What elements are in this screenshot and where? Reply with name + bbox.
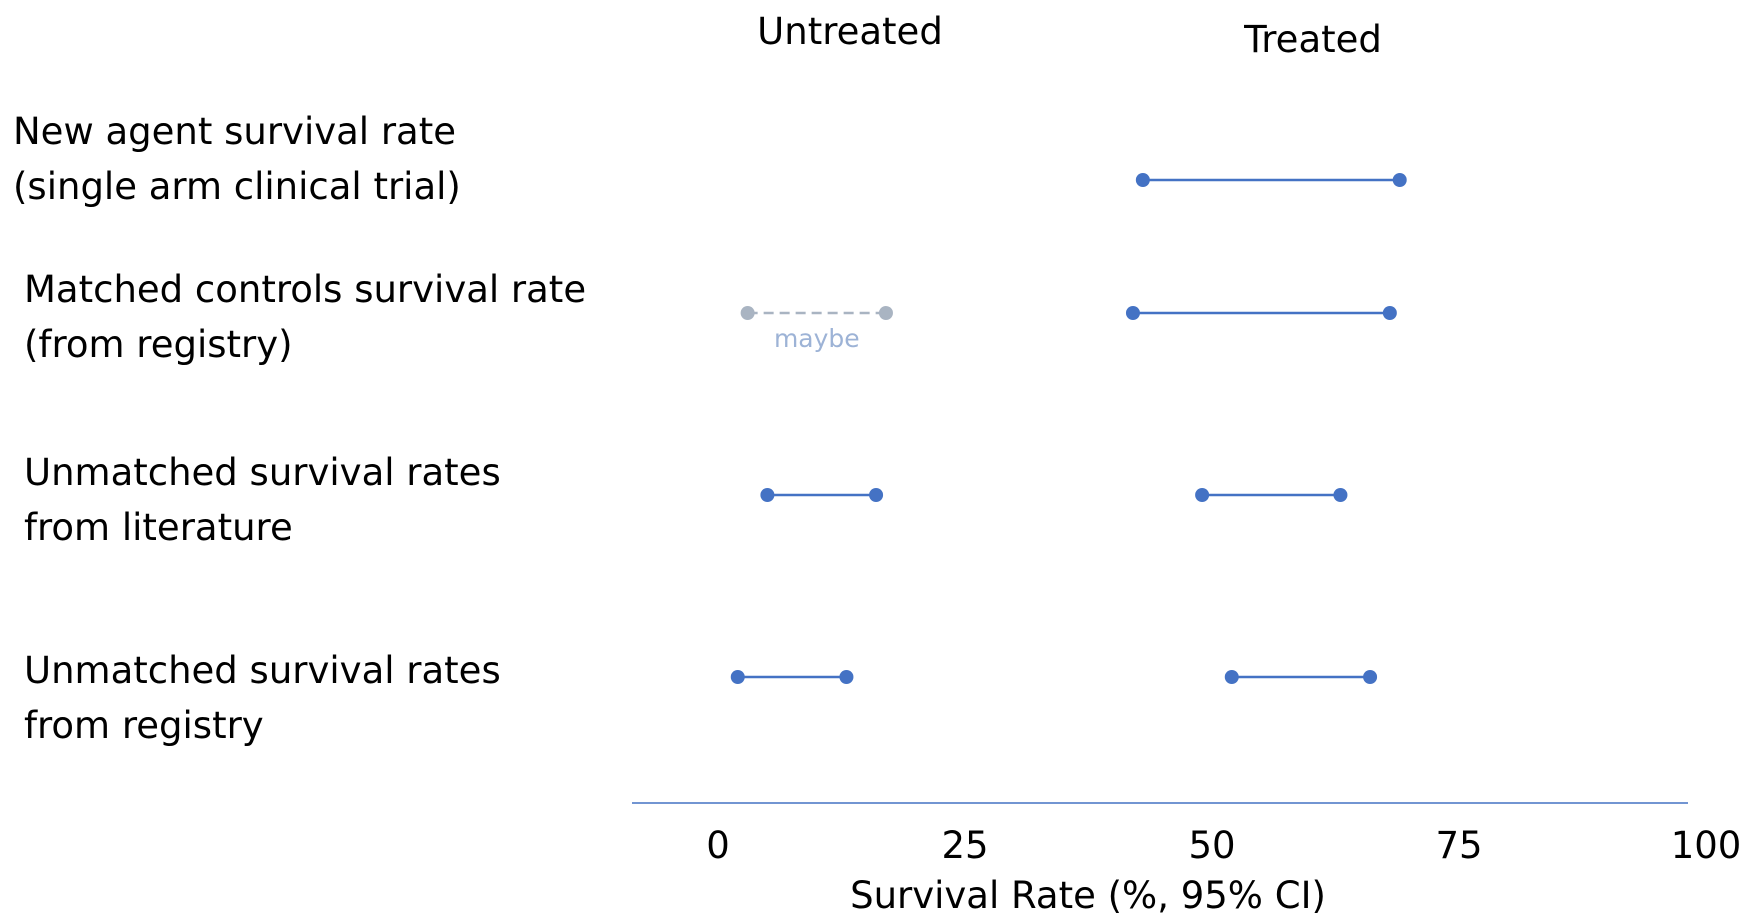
ci-low-point (1224, 670, 1239, 684)
x-tick-label: 25 (941, 824, 988, 867)
ci-high-point (1333, 488, 1348, 502)
x-tick-label: 0 (706, 824, 730, 867)
ci-low-point (1135, 173, 1150, 187)
row-label-line: (single arm clinical trial) (13, 165, 461, 208)
column-header-untreated: Untreated (757, 10, 943, 53)
ci-high-point (839, 670, 854, 684)
x-axis-title: Survival Rate (%, 95% CI) (850, 874, 1326, 916)
row-label-line: from registry (24, 704, 264, 747)
column-header-treated: Treated (1244, 18, 1382, 61)
ci-high-point (869, 488, 884, 502)
row-label-unmatched-literature: Unmatched survival rates from literature (24, 445, 501, 555)
x-tick-label: 100 (1671, 824, 1742, 867)
ci-high-point (1382, 306, 1397, 320)
ci-low-point (730, 670, 745, 684)
row-label-line: from literature (24, 506, 293, 549)
ci-low-point (1195, 488, 1210, 502)
x-tick-label: 50 (1188, 824, 1235, 867)
row-label-line: Unmatched survival rates (24, 451, 501, 494)
ci-high-point (878, 306, 893, 320)
row-label-matched-controls: Matched controls survival rate (from reg… (24, 262, 586, 372)
row-label-line: Unmatched survival rates (24, 649, 501, 692)
ci-high-point (1363, 670, 1378, 684)
row-label-unmatched-registry: Unmatched survival rates from registry (24, 643, 501, 753)
x-tick-label: 75 (1435, 824, 1482, 867)
row-label-line: Matched controls survival rate (24, 268, 587, 311)
ci-low-point (760, 488, 775, 502)
ci-annotation: maybe (774, 324, 860, 353)
ci-low-point (1125, 306, 1140, 320)
ci-low-point (740, 306, 755, 320)
row-label-line: (from registry) (24, 323, 293, 366)
row-label-line: New agent survival rate (13, 110, 456, 153)
row-label-new-agent: New agent survival rate (single arm clin… (13, 104, 461, 214)
ci-high-point (1392, 173, 1407, 187)
